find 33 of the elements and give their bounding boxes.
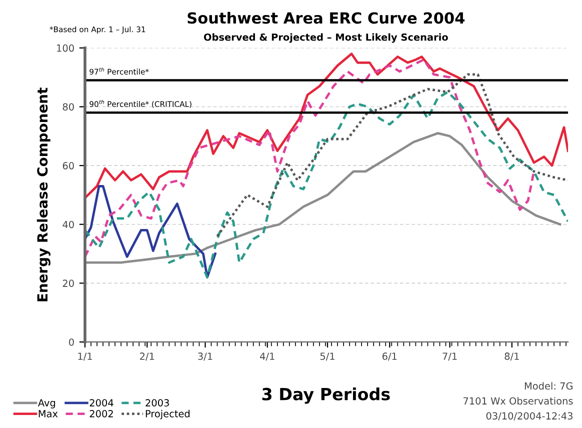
legend-label: Avg (38, 399, 56, 408)
y-tick-label: 100 (57, 44, 74, 52)
x-tick-label: 5/1 (320, 352, 334, 361)
legend-label: Projected (146, 410, 190, 420)
text: 03/10/2004-12:43 (486, 412, 572, 420)
y-tick-label: 20 (62, 280, 74, 287)
x-tick-label: 7/1 (442, 352, 457, 361)
x-tick-label: 2/1 (140, 352, 154, 361)
line-series (84, 132, 562, 264)
x-tick-label: 6/1 (382, 352, 397, 361)
line-series (84, 52, 568, 200)
line-series (84, 58, 536, 258)
y-axis-title: Energy Release Component (36, 88, 50, 302)
legend-label: 2002 (90, 410, 113, 418)
y-tick-label: 0 (69, 338, 74, 346)
text: 7101 Wx Observations (464, 397, 573, 405)
y-tick-label: 40 (62, 220, 74, 228)
legend-label: Max (38, 410, 58, 418)
line-series (84, 184, 216, 278)
text: Model: 7G (524, 382, 572, 390)
x-tick-label: 8/1 (504, 352, 519, 361)
legend-label: 2004 (90, 399, 114, 406)
legend-label: 2003 (146, 399, 169, 406)
x-tick-label: 1/1 (78, 352, 92, 361)
chart-title: Southwest Area ERC Curve 2004 (188, 12, 465, 24)
line-series (216, 73, 568, 238)
x-tick-label: 3/1 (198, 352, 212, 361)
y-tick-label: 80 (62, 103, 74, 111)
line-series (84, 90, 568, 278)
x-axis-title: 3 Day Periods (262, 388, 390, 404)
chart-subtitle: Observed & Projected – Most Likely Scenario (204, 33, 448, 43)
y-tick-label: 60 (62, 162, 74, 170)
x-tick-label: 4/1 (260, 352, 274, 361)
